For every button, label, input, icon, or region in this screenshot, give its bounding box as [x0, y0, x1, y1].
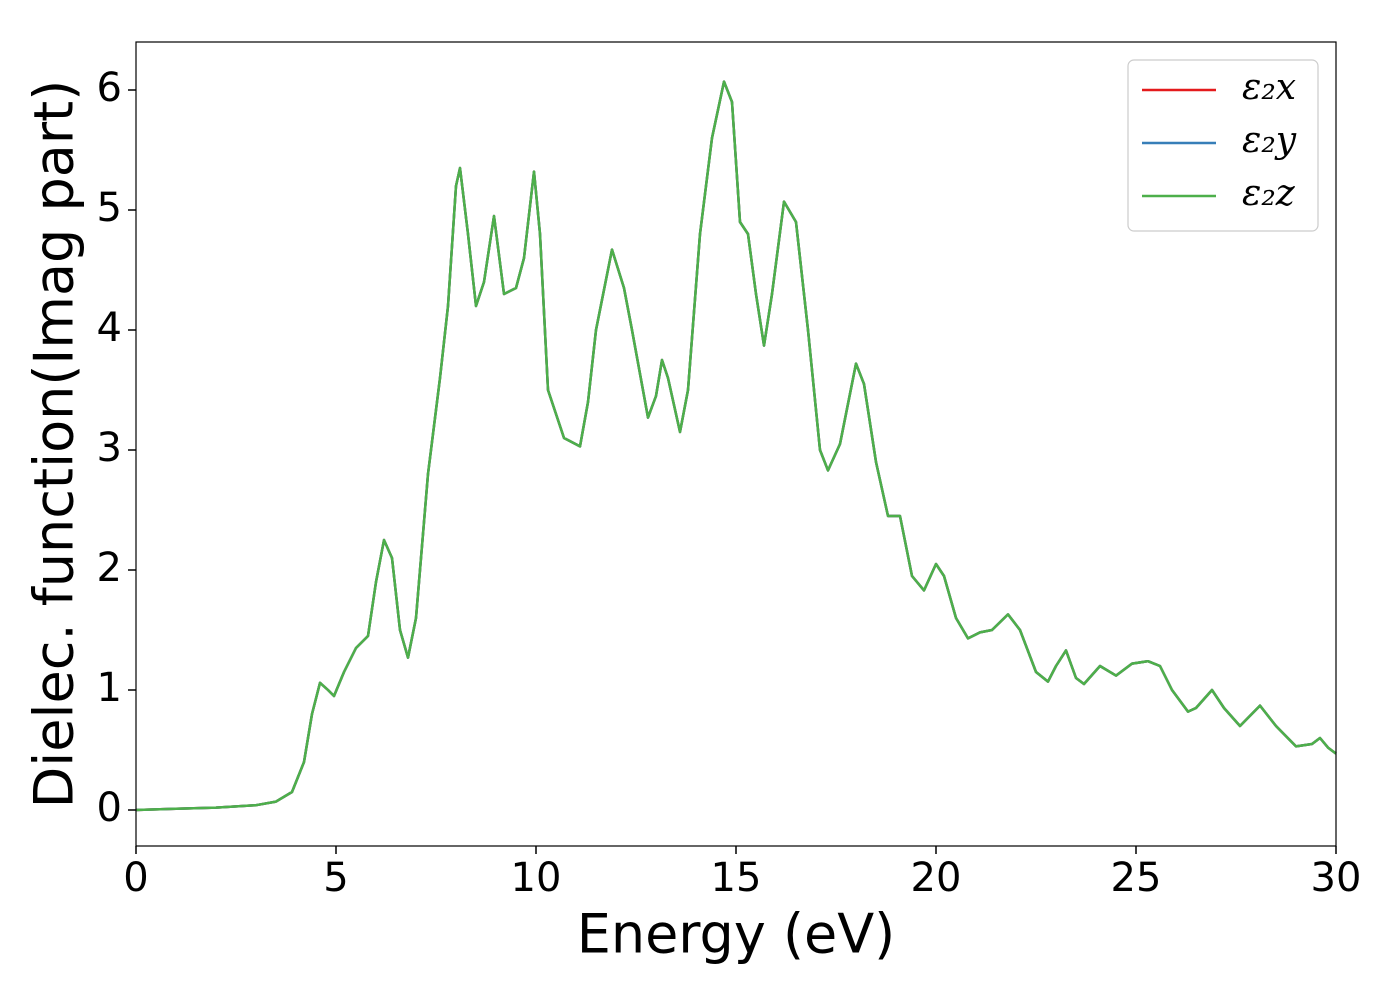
y-tick-label: 3 [97, 425, 122, 471]
legend-box [1127, 59, 1319, 232]
legend-label: ε₂y [1242, 120, 1297, 161]
x-axis-label: Energy (eV) [577, 903, 896, 966]
x-tick-label: 30 [1311, 855, 1362, 901]
plot-frame [135, 41, 1337, 847]
x-tick-label: 0 [123, 855, 148, 901]
x-tick-label: 10 [511, 855, 562, 901]
y-tick-label: 5 [97, 185, 122, 231]
x-tick-label: 15 [711, 855, 762, 901]
data-line [135, 80, 1337, 812]
y-axis-label: Dielec. function(Imag part) [23, 80, 86, 809]
y-tick-label: 6 [97, 65, 122, 111]
y-tick-label: 0 [97, 785, 122, 831]
x-tick-label: 5 [323, 855, 348, 901]
y-tick-label: 1 [97, 665, 122, 711]
legend-label: ε₂z [1242, 173, 1296, 214]
x-tick-label: 25 [1111, 855, 1162, 901]
legend-label: ε₂x [1242, 67, 1296, 108]
x-tick-label: 20 [911, 855, 962, 901]
y-tick-label: 4 [97, 305, 122, 351]
y-tick-label: 2 [97, 545, 122, 591]
